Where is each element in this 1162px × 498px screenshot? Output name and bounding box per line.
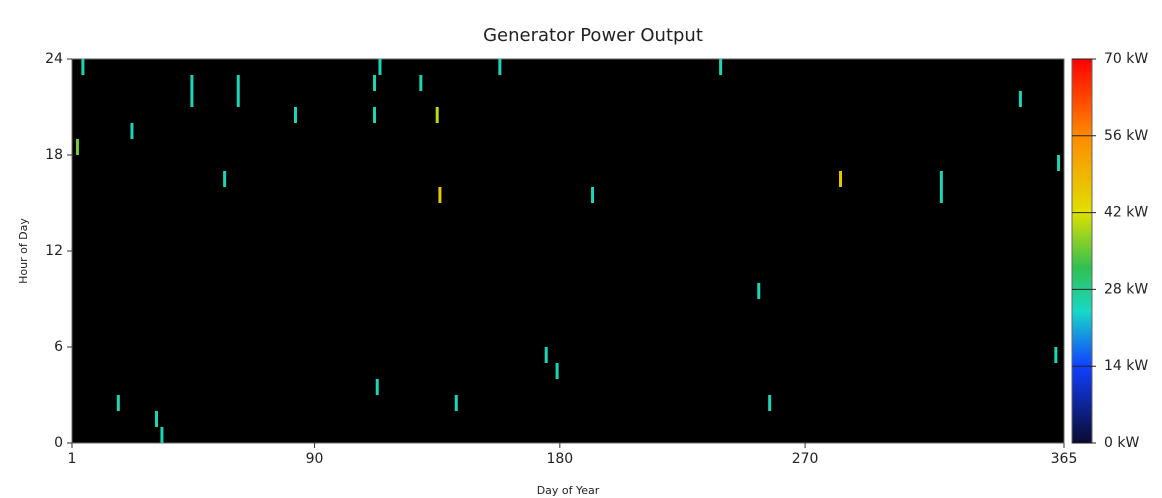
- heat-cell: [939, 187, 943, 203]
- colorbar-tick-label: 70 kW: [1104, 51, 1148, 67]
- heat-cell: [75, 139, 79, 155]
- heat-cell: [757, 283, 761, 299]
- heat-cell: [1018, 91, 1022, 107]
- colorbar-tick-label: 56 kW: [1104, 128, 1148, 144]
- heat-cell: [719, 59, 723, 75]
- heat-cell: [190, 91, 194, 107]
- heat-cell: [375, 379, 379, 395]
- heat-cell: [378, 59, 382, 75]
- heat-cell: [435, 107, 439, 123]
- heat-cell: [1054, 347, 1058, 363]
- heat-cell: [768, 395, 772, 411]
- y-axis-label: Hour of Day: [17, 218, 30, 284]
- heat-cell: [190, 75, 194, 91]
- y-tick-label: 24: [45, 51, 63, 67]
- heat-cell: [839, 171, 843, 187]
- heat-cell: [373, 107, 377, 123]
- heat-cell: [236, 91, 240, 107]
- x-tick-label: 365: [1051, 451, 1078, 467]
- colorbar: [1071, 58, 1093, 444]
- x-tick-label: 1: [68, 451, 77, 467]
- heat-cell: [223, 171, 227, 187]
- heat-cell: [130, 123, 134, 139]
- colorbar-tick-label: 42 kW: [1104, 205, 1148, 221]
- x-tick-label: 180: [546, 451, 573, 467]
- heat-cell: [555, 363, 559, 379]
- heat-cell: [81, 59, 85, 75]
- plot-area: [71, 58, 1065, 444]
- y-tick-label: 12: [45, 243, 63, 259]
- x-tick-label: 270: [792, 451, 819, 467]
- heat-cell: [591, 187, 595, 203]
- y-tick-label: 18: [45, 147, 63, 163]
- heat-cell: [236, 75, 240, 91]
- colorbar-tick-label: 28 kW: [1104, 281, 1148, 297]
- y-tick-label: 0: [54, 435, 63, 451]
- heat-cell: [454, 395, 458, 411]
- colorbar-tick-label: 14 kW: [1104, 358, 1148, 374]
- heat-cell: [160, 427, 164, 443]
- chart-title: Generator Power Output: [483, 25, 703, 46]
- colorbar-tick-label: 0 kW: [1104, 435, 1139, 451]
- heat-cell: [293, 107, 297, 123]
- heat-cell: [116, 395, 120, 411]
- x-axis-label: Day of Year: [537, 484, 600, 497]
- heat-cell: [939, 171, 943, 187]
- heat-cell: [1057, 155, 1061, 171]
- y-tick-label: 6: [54, 339, 63, 355]
- heat-cell: [419, 75, 423, 91]
- x-tick-label: 90: [306, 451, 324, 467]
- heat-cell: [438, 187, 442, 203]
- heat-cell: [498, 59, 502, 75]
- heat-cell: [544, 347, 548, 363]
- heat-cell: [373, 75, 377, 91]
- heat-cell: [154, 411, 158, 427]
